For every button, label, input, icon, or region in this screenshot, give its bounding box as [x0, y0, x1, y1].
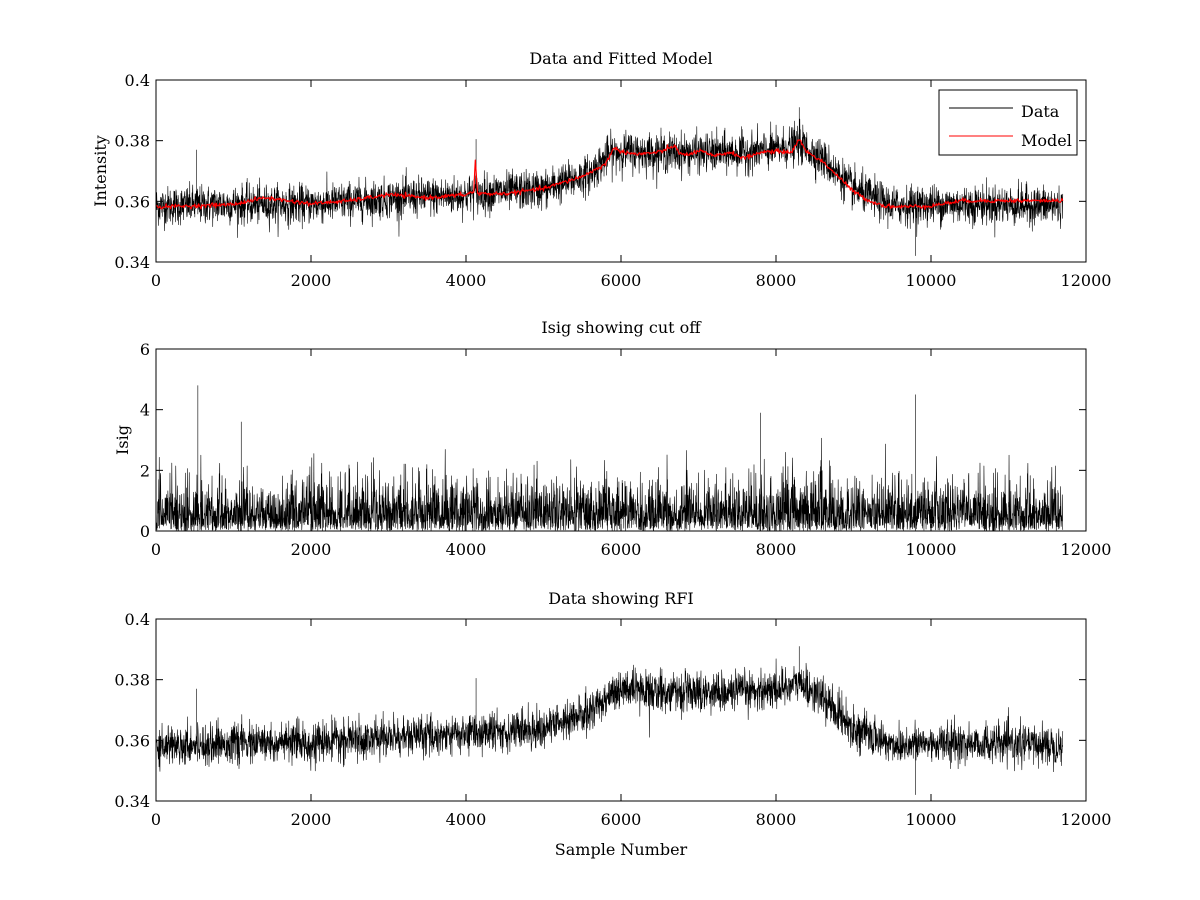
x-tick-label: 0 [151, 271, 161, 290]
x-tick-label: 2000 [291, 540, 332, 559]
panel-3-title: Data showing RFI [548, 589, 693, 608]
x-tick-label: 8000 [756, 540, 797, 559]
series-model-line [155, 139, 1064, 210]
legend-box [938, 89, 1078, 156]
panel-3-ticks: 0 2000 4000 6000 8000 10000 12000 0.34 0.36 0.38 0… [114, 610, 1111, 829]
x-tick-label: 6000 [601, 810, 642, 829]
series-data-line [155, 646, 1064, 795]
panel-1-title: Data and Fitted Model [529, 49, 712, 68]
panel-3-traces [155, 646, 1064, 795]
panel-3-xlabel: Sample Number [555, 840, 688, 859]
y-tick-label: 0.4 [125, 610, 150, 629]
x-tick-label: 12000 [1061, 540, 1112, 559]
legend-data-label: Data [1021, 102, 1060, 121]
x-tick-label: 4000 [446, 271, 487, 290]
y-tick-label: 2 [140, 461, 150, 480]
x-tick-label: 0 [151, 810, 161, 829]
x-tick-label: 2000 [291, 271, 332, 290]
y-tick-label: 0.38 [114, 671, 150, 690]
x-tick-label: 6000 [601, 540, 642, 559]
y-tick-label: 0.34 [114, 253, 150, 272]
panel-2-ylabel: Isig [113, 425, 132, 455]
panel-2-traces [155, 385, 1064, 532]
x-tick-label: 2000 [291, 810, 332, 829]
panel-2-title: Isig showing cut off [541, 318, 702, 337]
y-tick-label: 0.34 [114, 792, 150, 811]
x-tick-label: 4000 [446, 540, 487, 559]
y-tick-label: 0 [140, 522, 150, 541]
x-tick-label: 10000 [906, 540, 957, 559]
panel-data-and-fitted-model: Data and Fitted Model Intensity 0 2000 400… [91, 49, 1111, 290]
y-tick-label: 0.4 [125, 71, 150, 90]
y-tick-label: 0.36 [114, 731, 150, 750]
x-tick-label: 8000 [756, 810, 797, 829]
x-tick-label: 12000 [1061, 810, 1112, 829]
legend-model-label: Model [1021, 131, 1072, 150]
x-tick-label: 0 [151, 540, 161, 559]
panel-data-showing-rfi: Data showing RFI Sample Number 0 2000 4000… [114, 589, 1111, 859]
panel-isig-showing-cut-off: Isig showing cut off Isig 0 2000 4000 6000 8… [113, 318, 1111, 559]
y-tick-label: 0.38 [114, 132, 150, 151]
x-tick-label: 6000 [601, 271, 642, 290]
x-tick-label: 8000 [756, 271, 797, 290]
x-tick-label: 12000 [1061, 271, 1112, 290]
x-tick-label: 10000 [906, 271, 957, 290]
series-isig-line [155, 385, 1064, 532]
y-tick-label: 6 [140, 340, 150, 359]
panel-1-traces [155, 107, 1064, 256]
legend: Data Model [938, 89, 1078, 156]
panel-1-ticks: 0 2000 4000 6000 8000 10000 12000 0.34 0.36 0.38 0… [114, 71, 1111, 290]
x-tick-label: 10000 [906, 810, 957, 829]
y-tick-label: 4 [140, 401, 150, 420]
panel-2-ticks: 0 2000 4000 6000 8000 10000 12000 0 2 4 6 [140, 340, 1112, 559]
panel-1-ylabel: Intensity [91, 135, 110, 207]
y-tick-label: 0.36 [114, 192, 150, 211]
x-tick-label: 4000 [446, 810, 487, 829]
